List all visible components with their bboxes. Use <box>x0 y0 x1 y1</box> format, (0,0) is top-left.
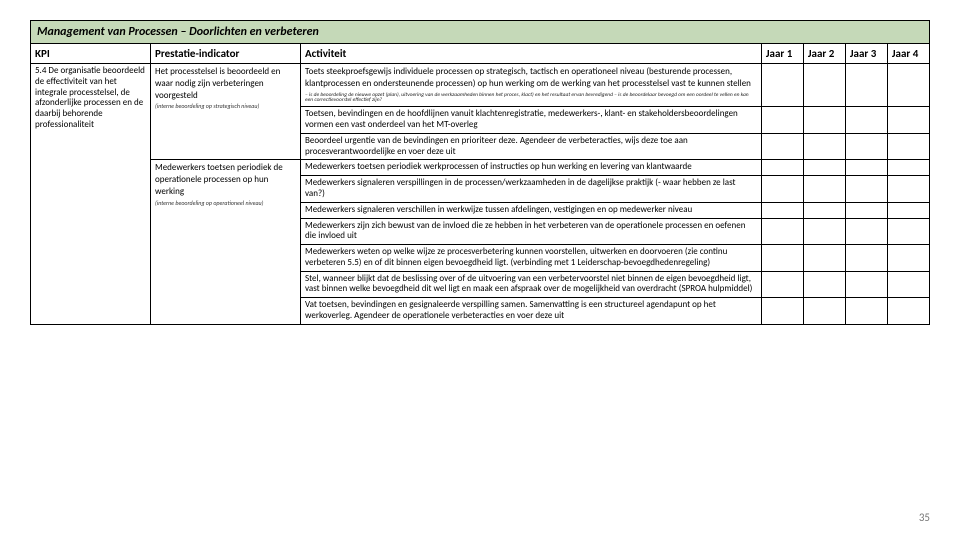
year-cell <box>887 218 929 245</box>
year-cell <box>845 218 887 245</box>
header-year-1: Jaar 1 <box>761 44 803 64</box>
year-cell <box>803 202 845 218</box>
activity-cell: Toets steekproefsgewijs individuele proc… <box>301 64 762 107</box>
year-cell <box>845 298 887 325</box>
header-pi: Prestatie-indicator <box>151 44 301 64</box>
year-cell <box>887 160 929 176</box>
activity-cell: Medewerkers weten op welke wijze ze proc… <box>301 245 762 272</box>
year-cell <box>761 271 803 298</box>
year-cell <box>887 298 929 325</box>
header-kpi: KPI <box>31 44 151 64</box>
activity-cell: Medewerkers signaleren verspillingen in … <box>301 176 762 203</box>
year-cell <box>887 176 929 203</box>
year-cell <box>803 271 845 298</box>
act1-text: Toets steekproefsgewijs individuele proc… <box>305 66 751 89</box>
year-cell <box>803 107 845 134</box>
year-cell <box>887 202 929 218</box>
year-cell <box>803 160 845 176</box>
year-cell <box>803 176 845 203</box>
kpi-cell: 5.4 De organisatie beoordeeld de effecti… <box>31 64 151 325</box>
header-row: KPI Prestatie-indicator Activiteit Jaar … <box>31 44 930 64</box>
activity-cell: Medewerkers signaleren verschillen in we… <box>301 202 762 218</box>
year-cell <box>803 218 845 245</box>
year-cell <box>761 176 803 203</box>
year-cell <box>761 64 803 107</box>
header-year-2: Jaar 2 <box>803 44 845 64</box>
year-cell <box>761 245 803 272</box>
year-cell <box>803 298 845 325</box>
year-cell <box>845 245 887 272</box>
year-cell <box>761 202 803 218</box>
year-cell <box>761 133 803 160</box>
activity-cell: Toetsen, bevindingen en de hoofdlijnen v… <box>301 107 762 134</box>
pi2-text: Medewerkers toetsen periodiek de operati… <box>155 162 283 197</box>
activity-cell: Stel, wanneer blijkt dat de beslissing o… <box>301 271 762 298</box>
year-cell <box>845 160 887 176</box>
year-cell <box>845 202 887 218</box>
year-cell <box>761 298 803 325</box>
year-cell <box>803 64 845 107</box>
act1-sub: – is de beoordeling de nieuwe opzet (pla… <box>305 93 757 105</box>
year-cell <box>887 107 929 134</box>
pi2-note: (interne beoordeling op operationeel niv… <box>155 200 296 207</box>
pi1-note: (interne beoordeling op strategisch nive… <box>155 103 296 110</box>
year-cell <box>761 218 803 245</box>
table-title: Management van Processen – Doorlichten e… <box>31 21 930 44</box>
year-cell <box>887 133 929 160</box>
title-row: Management van Processen – Doorlichten e… <box>31 21 930 44</box>
year-cell <box>845 271 887 298</box>
year-cell <box>887 64 929 107</box>
header-activity: Activiteit <box>301 44 762 64</box>
activity-cell: Medewerkers toetsen periodiek werkproces… <box>301 160 762 176</box>
process-table: Management van Processen – Doorlichten e… <box>30 20 930 325</box>
table-row: Medewerkers toetsen periodiek de operati… <box>31 160 930 176</box>
activity-cell: Medewerkers zijn zich bewust van de invl… <box>301 218 762 245</box>
year-cell <box>887 271 929 298</box>
header-year-4: Jaar 4 <box>887 44 929 64</box>
year-cell <box>803 245 845 272</box>
year-cell <box>845 176 887 203</box>
page-number: 35 <box>919 511 930 524</box>
year-cell <box>803 133 845 160</box>
activity-cell: Vat toetsen, bevindingen en gesignaleerd… <box>301 298 762 325</box>
year-cell <box>845 107 887 134</box>
pi1-text: Het processtelsel is beoordeeld en waar … <box>155 66 280 101</box>
activity-cell: Beoordeel urgentie van de bevindingen en… <box>301 133 762 160</box>
year-cell <box>887 245 929 272</box>
year-cell <box>761 160 803 176</box>
year-cell <box>845 133 887 160</box>
header-year-3: Jaar 3 <box>845 44 887 64</box>
table-row: 5.4 De organisatie beoordeeld de effecti… <box>31 64 930 107</box>
pi-cell-1: Het processtelsel is beoordeeld en waar … <box>151 64 301 160</box>
year-cell <box>845 64 887 107</box>
pi-cell-2: Medewerkers toetsen periodiek de operati… <box>151 160 301 325</box>
year-cell <box>761 107 803 134</box>
